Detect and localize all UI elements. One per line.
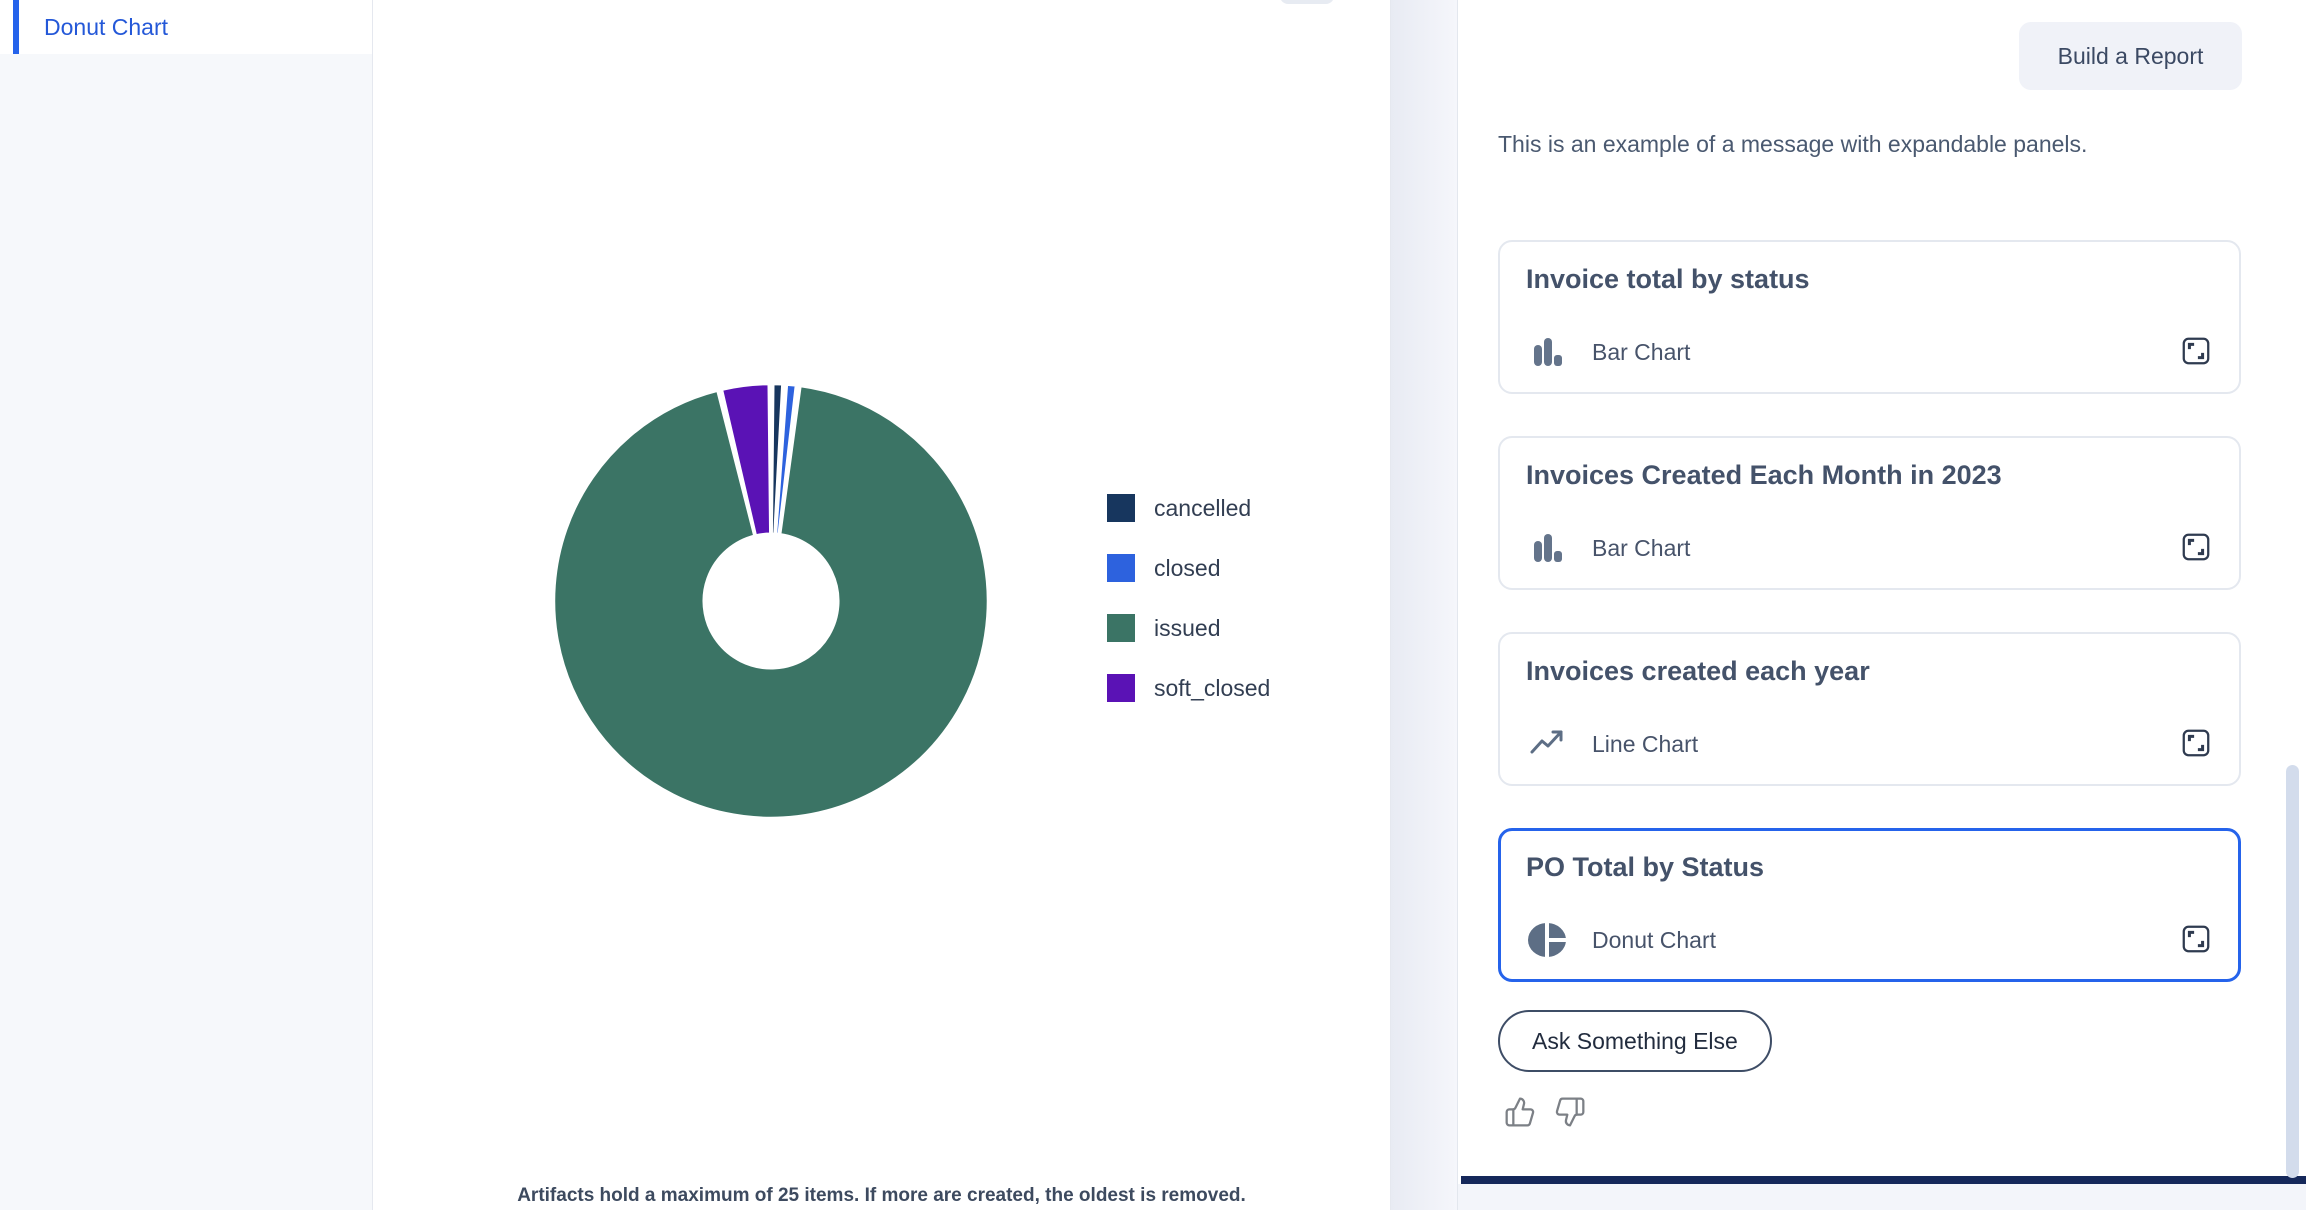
card-title: Invoices Created Each Month in 2023: [1526, 460, 2002, 490]
donut-chart-icon: [1526, 920, 1570, 960]
chart-type-label: Donut Chart: [1592, 926, 1717, 953]
card-chart-type-row: Line Chart: [1526, 724, 2213, 764]
legend-swatch-closed: [1107, 554, 1135, 582]
artifact-sidebar: Donut Chart: [0, 0, 373, 1210]
panel-card-invoices-created-each-year[interactable]: Invoices created each year Line Chart: [1498, 632, 2241, 786]
artifact-chart-panel: cancelled closed issued soft_closed Arti…: [373, 0, 1391, 1210]
legend-item: issued: [1107, 614, 1270, 642]
expand-panel-button[interactable]: [2179, 923, 2213, 957]
card-chart-type-row: Bar Chart: [1526, 332, 2213, 372]
legend-item: cancelled: [1107, 494, 1270, 522]
panel-card-invoice-total-by-status[interactable]: Invoice total by status Bar Chart: [1498, 240, 2241, 394]
expand-icon: [2180, 923, 2212, 958]
assistant-message: This is an example of a message with exp…: [1498, 131, 2088, 157]
legend-label-closed: closed: [1154, 554, 1221, 581]
donut-chart: [552, 382, 990, 820]
card-title: Invoice total by status: [1526, 264, 1810, 294]
active-item-indicator: [13, 0, 19, 54]
feedback-row: [1504, 1096, 1586, 1128]
panel-card-po-total-by-status[interactable]: PO Total by Status: [1498, 828, 2241, 982]
chart-type-label: Bar Chart: [1592, 338, 1691, 365]
panel-gap: [1391, 0, 1457, 1210]
legend-swatch-soft-closed: [1107, 674, 1135, 702]
legend-item: closed: [1107, 554, 1270, 582]
thumbs-down-icon: [1554, 1097, 1586, 1131]
donut-slice-closed: [774, 383, 798, 536]
thumbs-up-button[interactable]: [1504, 1096, 1536, 1128]
card-title: Invoices created each year: [1526, 656, 1870, 686]
line-chart-icon: [1526, 724, 1570, 764]
thumbs-up-icon: [1504, 1097, 1536, 1131]
legend-label-issued: issued: [1154, 614, 1221, 641]
card-title: PO Total by Status: [1526, 852, 1765, 882]
expand-icon: [2180, 727, 2212, 762]
donut-slice-soft_closed: [720, 382, 772, 537]
donut-slice-cancelled: [770, 382, 784, 536]
legend-label-soft-closed: soft_closed: [1154, 674, 1271, 701]
legend-item: soft_closed: [1107, 674, 1270, 702]
bottom-accent-bar: [1461, 1176, 2306, 1184]
scrollbar-thumb[interactable]: [2286, 765, 2299, 1178]
expand-panel-button[interactable]: [2179, 531, 2213, 565]
chat-panel: Build a Report This is an example of a m…: [1457, 0, 2306, 1210]
sidebar-item-donut-chart[interactable]: Donut Chart: [0, 0, 372, 54]
chart-legend: cancelled closed issued soft_closed: [1107, 494, 1270, 702]
expand-panel-button[interactable]: [2179, 335, 2213, 369]
expand-icon: [2180, 335, 2212, 370]
bottom-band: [1458, 1184, 2306, 1210]
artifact-limit-note: Artifacts hold a maximum of 25 items. If…: [517, 1185, 1246, 1206]
legend-swatch-issued: [1107, 614, 1135, 642]
card-chart-type-row: Bar Chart: [1526, 528, 2213, 568]
expand-icon: [2180, 531, 2212, 566]
legend-label-cancelled: cancelled: [1154, 494, 1252, 521]
bar-chart-icon: [1526, 332, 1570, 372]
bar-chart-icon: [1526, 528, 1570, 568]
donut-slice-issued: [552, 384, 990, 820]
build-report-button[interactable]: Build a Report: [2019, 22, 2242, 90]
cropped-toolbar-button: [1280, 0, 1334, 4]
ask-something-else-button[interactable]: Ask Something Else: [1498, 1010, 1772, 1072]
expandable-panels-list: Invoice total by status Bar Chart: [1498, 240, 2241, 982]
panel-card-invoices-created-each-month-2023[interactable]: Invoices Created Each Month in 2023 Bar …: [1498, 436, 2241, 590]
legend-swatch-cancelled: [1107, 494, 1135, 522]
card-chart-type-row: Donut Chart: [1526, 920, 2213, 960]
thumbs-down-button[interactable]: [1554, 1096, 1586, 1128]
sidebar-item-label: Donut Chart: [44, 13, 169, 40]
chart-type-label: Line Chart: [1592, 730, 1699, 757]
expand-panel-button[interactable]: [2179, 727, 2213, 761]
chart-type-label: Bar Chart: [1592, 534, 1691, 561]
